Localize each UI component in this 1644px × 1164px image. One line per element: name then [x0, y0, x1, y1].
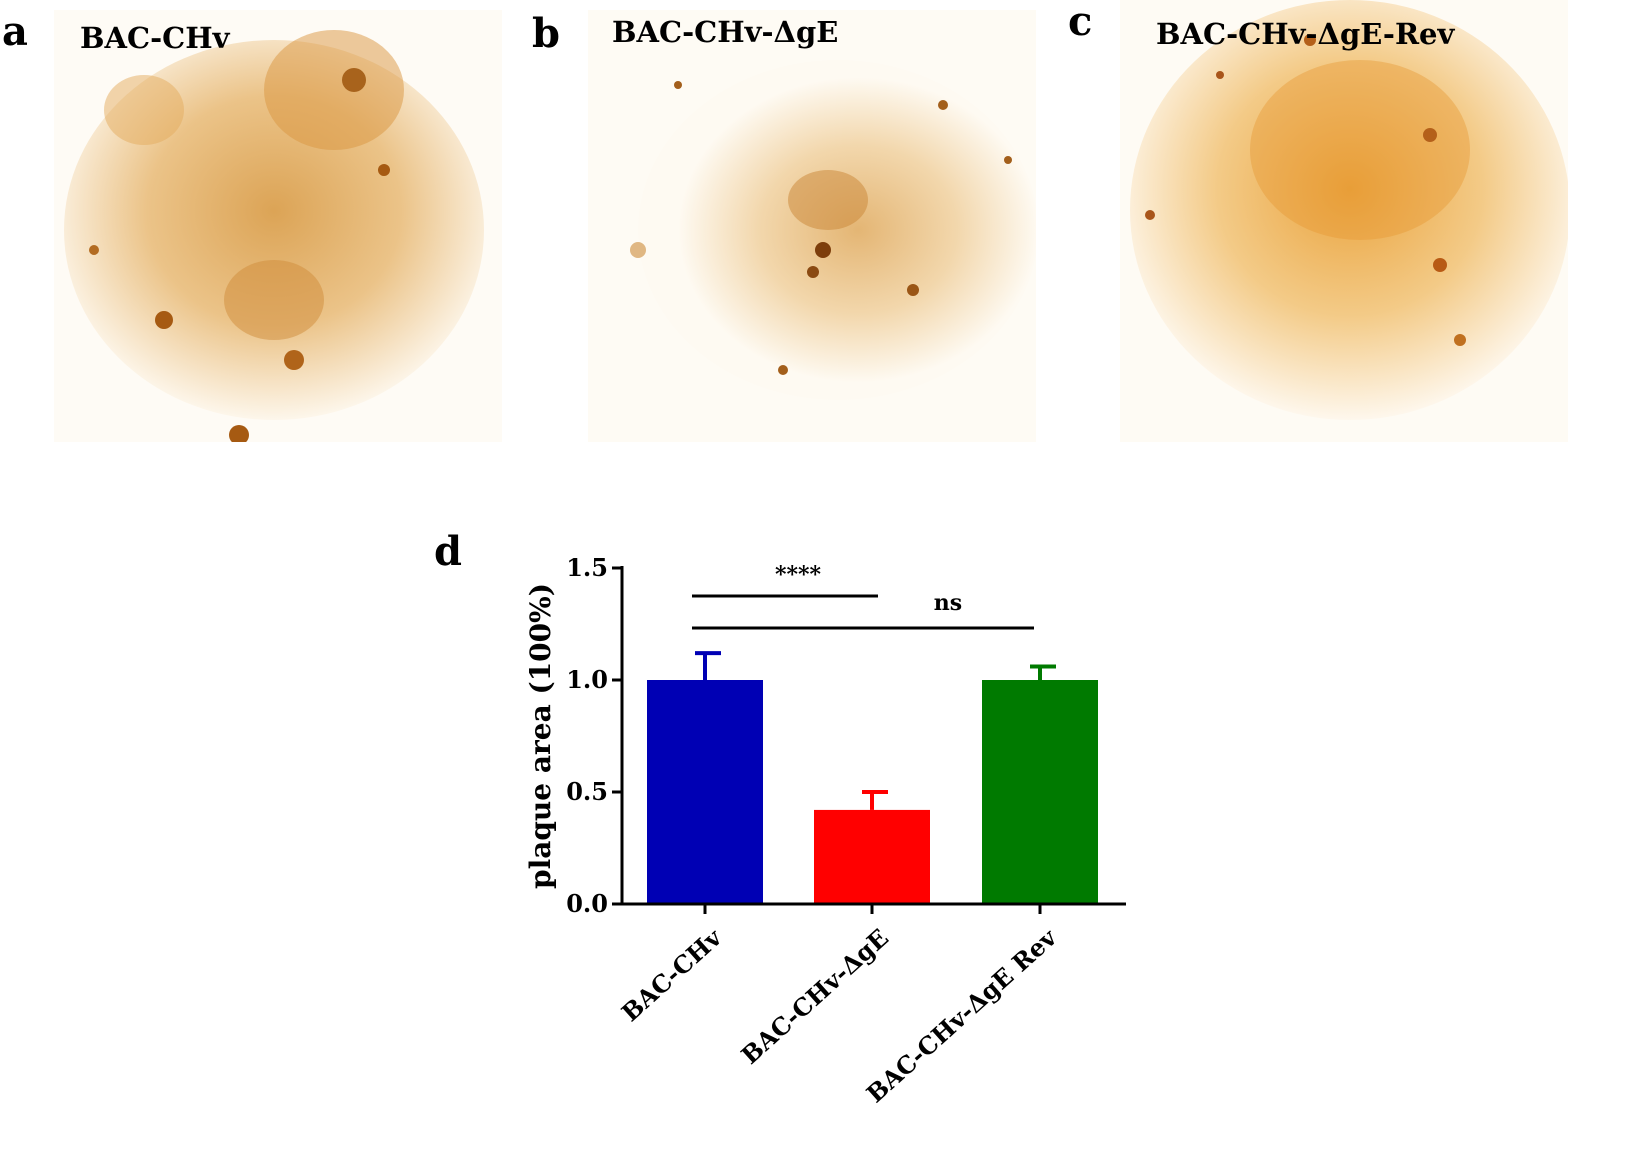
panel-label-bac-chv-dge-rev: BAC-CHv-ΔgE-Rev — [1156, 17, 1455, 51]
y-tick-label-4: 1.5 — [566, 553, 608, 582]
x-tick-label-1: BAC-CHv — [616, 922, 728, 1027]
panel-letter-c: c — [1068, 0, 1093, 45]
micrograph-bac-chv-dge-rev — [1120, 0, 1568, 442]
x-tick-label-2: BAC-CHv-ΔgE — [735, 923, 894, 1070]
panel-letter-a: a — [2, 8, 28, 55]
bar-1 — [647, 680, 763, 904]
significance-label-1: **** — [775, 562, 822, 588]
y-tick-label-2: 0.5 — [566, 777, 608, 806]
significance-label-2: ns — [934, 590, 962, 616]
panel-label-bac-chv: BAC-CHv — [80, 21, 230, 55]
y-tick-label-3: 1.0 — [566, 665, 608, 694]
panel-label-bac-chv-dge: BAC-CHv-ΔgE — [612, 15, 839, 49]
panel-letter-b: b — [532, 10, 560, 57]
micrograph-bac-chv-dge — [588, 10, 1036, 442]
bar-3 — [982, 680, 1098, 904]
x-tick-label-3: BAC-CHv-ΔgE Rev — [861, 922, 1063, 1108]
micrograph-bac-chv — [54, 10, 502, 442]
y-tick-label-1: 0.0 — [566, 889, 608, 918]
y-axis-label: plaque area (100%) — [524, 583, 557, 889]
panel-letter-d: d — [434, 528, 462, 575]
bar-2 — [814, 809, 930, 904]
